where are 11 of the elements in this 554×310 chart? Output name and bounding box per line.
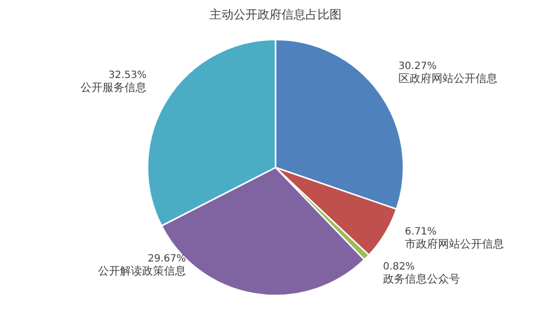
data-label: 0.82% [383,261,415,272]
slice-label: 公开解读政策信息 [98,264,186,278]
slice-label: 市政府网站公开信息 [404,238,504,251]
slice-label: 公开服务信息 [80,81,147,94]
chart-title: 主动公开政府信息占比图 [210,8,342,22]
data-label: 30.27% [398,61,437,72]
data-label: 6.71% [404,226,437,238]
slice-label: 区政府网站公开信息 [398,72,498,86]
slice-label: 政务信息公众号 [383,272,460,286]
data-label: 32.53% [108,70,147,82]
data-label: 29.67% [148,253,186,264]
